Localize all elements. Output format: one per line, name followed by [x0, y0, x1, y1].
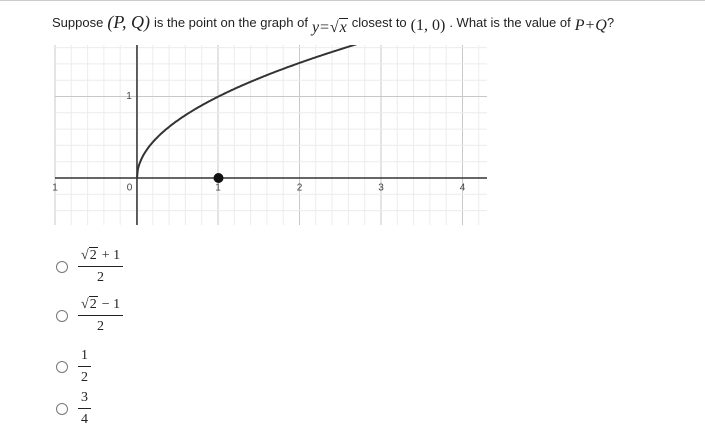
- numerator-rest: − 1: [101, 297, 121, 312]
- radio[interactable]: [56, 361, 68, 373]
- x-tick-label: 0: [127, 183, 133, 194]
- denominator: 4: [81, 412, 88, 427]
- plot-bg: [55, 45, 487, 225]
- y-tick-label: 1: [126, 91, 132, 102]
- numerator: 1: [78, 348, 91, 367]
- curve: [136, 45, 358, 179]
- numerator: 3: [78, 390, 91, 409]
- q-text: ?: [606, 15, 615, 30]
- question: Suppose (P, Q) is the point on the graph…: [52, 12, 615, 36]
- point: [213, 173, 224, 183]
- x-tick-label: 2: [297, 183, 303, 194]
- q-text: Suppose: [52, 15, 104, 30]
- radicand: 2: [88, 296, 98, 312]
- q-math: (P, Q): [107, 12, 150, 32]
- q-math: y=: [311, 18, 330, 36]
- x-tick-label: 4: [460, 183, 466, 194]
- q-math: (1, 0): [410, 16, 446, 34]
- numerator-text: 1: [81, 348, 88, 363]
- radio[interactable]: [56, 261, 68, 273]
- radio[interactable]: [56, 310, 68, 322]
- numerator: √2− 1: [78, 296, 124, 316]
- q-text: is the point on the graph of: [154, 15, 308, 30]
- radicand: 2: [88, 247, 98, 263]
- denominator: 2: [81, 370, 88, 385]
- numerator: √2 + 1: [78, 247, 124, 267]
- top-rule: [0, 0, 705, 1]
- denominator: 2: [97, 270, 105, 285]
- denominator: 2: [97, 319, 105, 334]
- q-math: P+Q: [574, 16, 607, 34]
- radio[interactable]: [56, 403, 68, 415]
- numerator-rest: + 1: [101, 248, 121, 263]
- q-math: x: [338, 17, 348, 36]
- numerator-text: 3: [81, 390, 88, 405]
- x-tick-label: 1: [215, 183, 221, 194]
- x-tick-label: 3: [378, 183, 384, 194]
- q-text: . What is the value of: [449, 15, 571, 30]
- q-text: closest to: [351, 15, 407, 30]
- x-tick-label: 1: [52, 183, 58, 194]
